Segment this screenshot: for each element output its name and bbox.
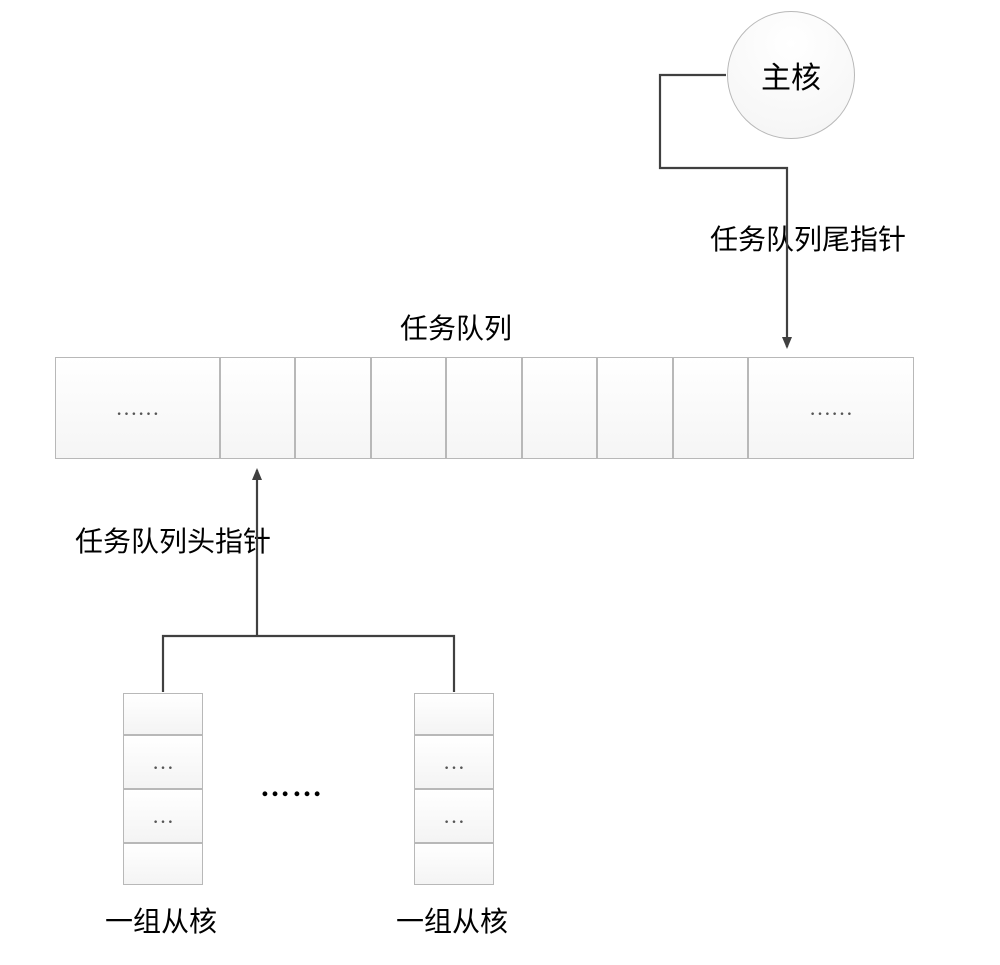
head-pointer-bus bbox=[163, 636, 454, 692]
tail-pointer-line bbox=[660, 75, 787, 347]
connector-lines bbox=[0, 0, 1000, 965]
diagram-stage: 主核 任务队列 任务队列尾指针 任务队列头指针 …… …… … … … … ……… bbox=[0, 0, 1000, 965]
